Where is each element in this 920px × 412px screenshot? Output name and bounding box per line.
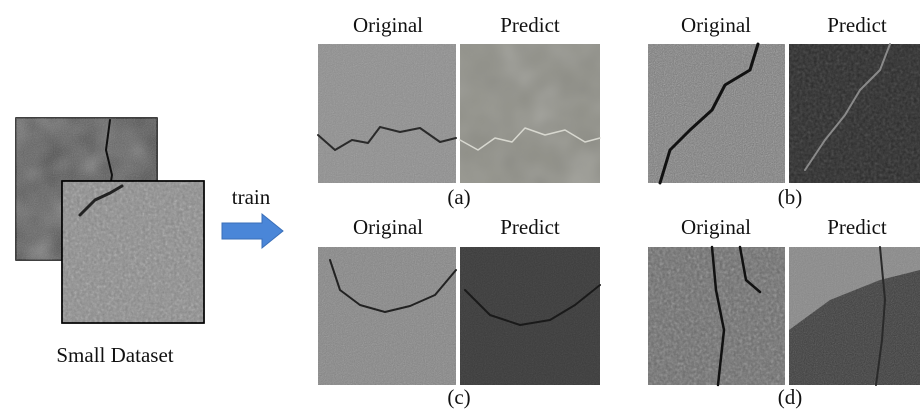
dataset-stack: Small Dataset	[16, 118, 204, 367]
original-label: Original	[681, 13, 751, 37]
noise	[460, 44, 600, 183]
original-label: Original	[681, 215, 751, 239]
caption: (b)	[778, 185, 803, 209]
noise	[460, 247, 600, 385]
noise	[789, 44, 920, 183]
noise	[648, 247, 785, 385]
panel-d: Original Predict (d)	[648, 215, 920, 409]
caption: (d)	[778, 385, 803, 409]
figure: Small Dataset train Original Predict (a)…	[0, 0, 920, 412]
panel-c: Original Predict (c)	[318, 215, 600, 409]
noise	[648, 44, 785, 183]
panel-b: Original Predict (b)	[648, 13, 920, 209]
panel-a: Original Predict (a)	[318, 13, 600, 209]
front-texture	[62, 181, 204, 323]
noise	[318, 247, 456, 385]
predict-label: Predict	[500, 215, 560, 239]
predict-label: Predict	[827, 13, 887, 37]
dataset-label: Small Dataset	[56, 343, 173, 367]
arrow-label: train	[232, 185, 271, 209]
original-label: Original	[353, 215, 423, 239]
caption: (c)	[447, 385, 470, 409]
noise	[318, 44, 456, 183]
train-arrow	[222, 214, 283, 248]
predict-label: Predict	[500, 13, 560, 37]
caption: (a)	[447, 185, 470, 209]
predict-label: Predict	[827, 215, 887, 239]
original-label: Original	[353, 13, 423, 37]
noise	[789, 247, 920, 385]
